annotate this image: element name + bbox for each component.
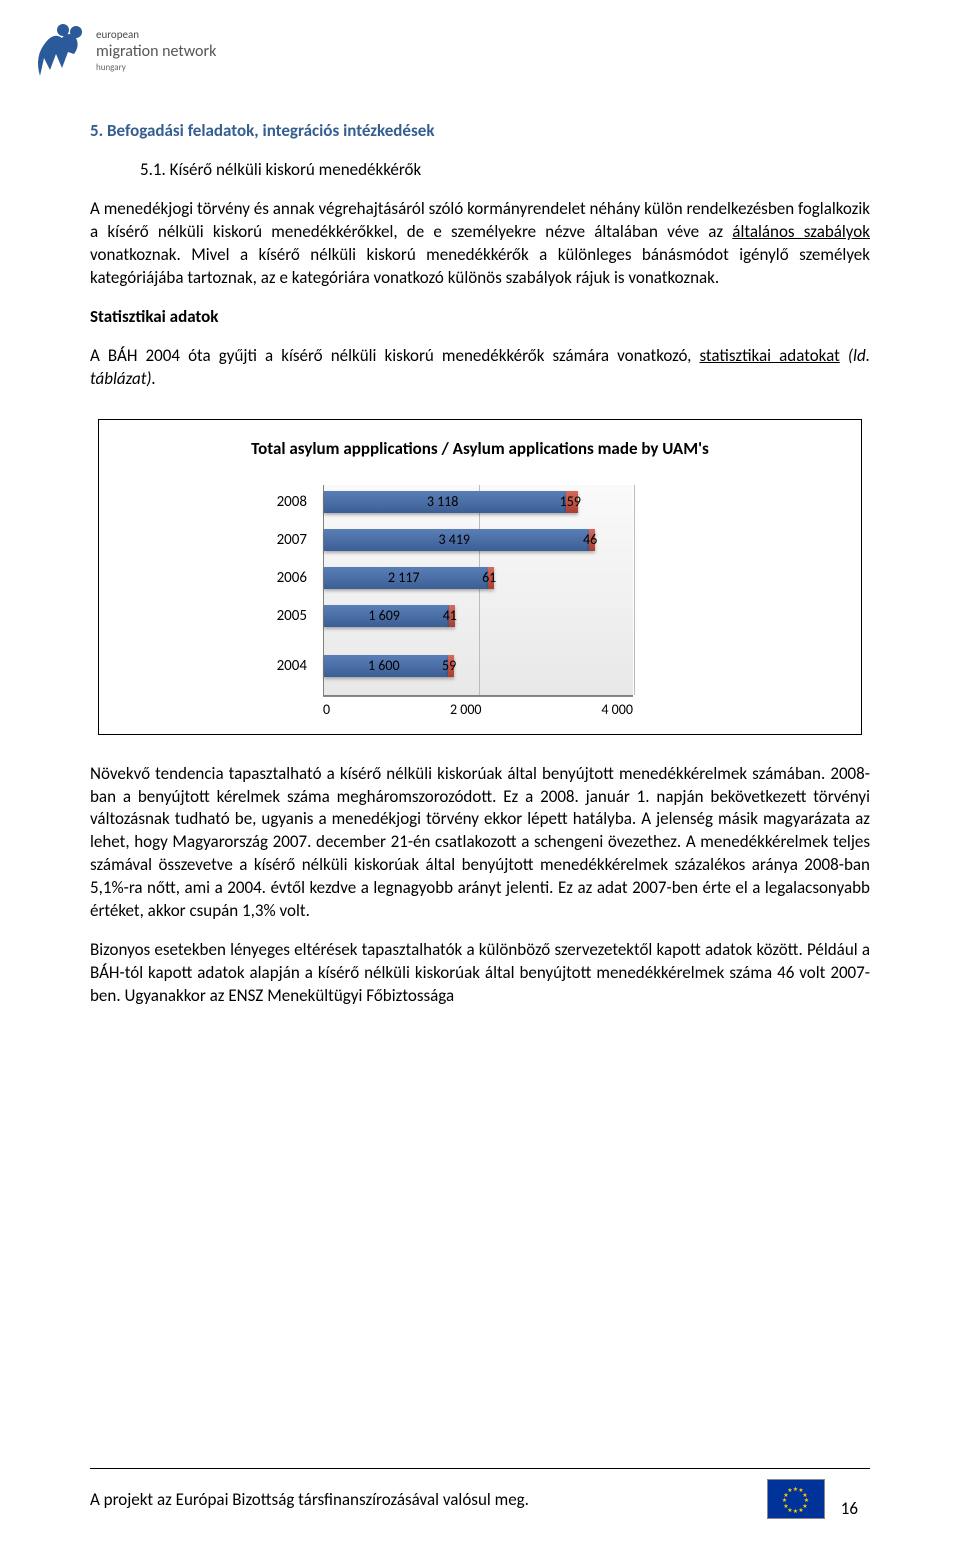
bars-container: 2008 2007 2006 2005 2004 3 118 159 3 419 46 2 117… (265, 485, 695, 696)
x-axis: 0 2 000 4 000 (265, 696, 695, 718)
x-tick-label: 0 (323, 701, 330, 718)
logo-main-text: migration network (96, 42, 217, 61)
bar-value-secondary: 61 (482, 569, 496, 586)
bar-value-secondary: 41 (443, 607, 457, 624)
bar-value-secondary: 159 (560, 493, 581, 510)
year-label: 2008 (265, 493, 315, 511)
paragraph-4: Bizonyos esetekben lényeges eltérések ta… (90, 939, 870, 1008)
migration-network-logo-icon: european migration network hungary (18, 8, 218, 94)
bar-value-primary: 1 600 (368, 657, 400, 674)
paragraph-3: Növekvő tendencia tapasztalható a kísérő… (90, 763, 870, 924)
page-footer: A projekt az Európai Bizottság társfinan… (90, 1468, 870, 1519)
bar-value-primary: 3 419 (438, 531, 470, 548)
p1-underline-1: általános szabályok (732, 221, 870, 242)
asylum-chart-box: Total asylum appplications / Asylum appl… (98, 419, 862, 735)
p2-text-a: A BÁH 2004 óta gyűjti a kísérő nélküli k… (90, 345, 699, 366)
section-heading: 5. Befogadási feladatok, integrációs int… (90, 120, 870, 141)
bar-value-secondary: 46 (583, 531, 597, 548)
p1-text-b: vonatkoznak. Mivel a kísérő nélküli kisk… (90, 244, 870, 288)
chart-title: Total asylum appplications / Asylum appl… (99, 438, 861, 459)
eu-flag-icon: ★★★★★★★★★★★★ (767, 1479, 825, 1519)
logo-sub: hungary (96, 62, 127, 73)
year-label: 2005 (265, 607, 315, 625)
paragraph-1: A menedékjogi törvény és annak végrehajt… (90, 198, 870, 290)
page: european migration network hungary 5. Be… (0, 0, 960, 1549)
footer-text: A projekt az Európai Bizottság társfinan… (90, 1489, 529, 1510)
page-number: 16 (841, 1498, 858, 1519)
footer-right: ★★★★★★★★★★★★ 16 (767, 1479, 858, 1519)
x-axis-ticks: 0 2 000 4 000 (323, 696, 633, 718)
year-label: 2004 (265, 657, 315, 675)
x-tick-label: 2 000 (450, 701, 482, 718)
content-body: 5. Befogadási feladatok, integrációs int… (90, 120, 870, 1008)
paragraph-2: A BÁH 2004 óta gyűjti a kísérő nélküli k… (90, 345, 870, 391)
subsection-heading: 5.1. Kísérő nélküli kiskorú menedékkérők (140, 159, 870, 180)
bar-value-secondary: 59 (442, 657, 456, 674)
chart-plot-area: 2008 2007 2006 2005 2004 3 118 159 3 419 46 2 117… (265, 485, 695, 718)
year-label: 2006 (265, 569, 315, 587)
p2-underline-1: statisztikai adatokat (699, 345, 839, 366)
bar-value-primary: 3 118 (427, 493, 459, 510)
stats-heading: Statisztikai adatok (90, 306, 870, 329)
bar-value-primary: 1 609 (368, 607, 400, 624)
header-logo: european migration network hungary (18, 8, 218, 99)
logo-prefix: european (96, 28, 139, 41)
x-tick-label: 4 000 (601, 701, 633, 718)
bar-value-primary: 2 117 (388, 569, 420, 586)
year-label: 2007 (265, 531, 315, 549)
